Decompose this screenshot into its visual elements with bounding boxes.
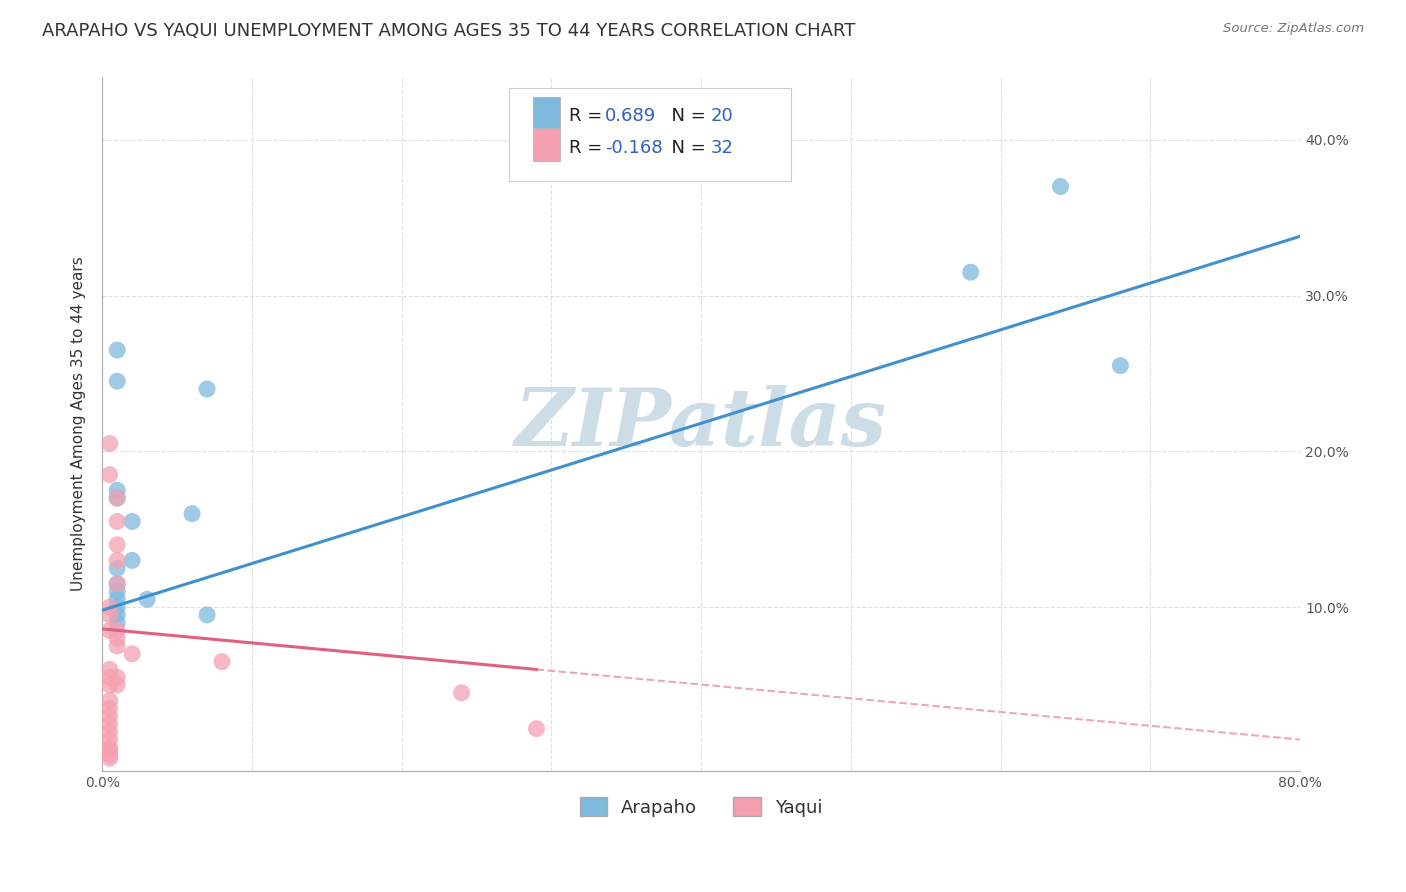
Point xyxy=(105,615,128,630)
Point xyxy=(136,592,159,607)
Point xyxy=(98,600,121,615)
FancyBboxPatch shape xyxy=(509,87,792,181)
Text: 32: 32 xyxy=(710,139,734,157)
Point xyxy=(121,553,143,567)
Point xyxy=(105,600,128,615)
Point xyxy=(98,607,121,622)
Text: R =: R = xyxy=(569,139,609,157)
Point xyxy=(195,607,218,622)
Text: N =: N = xyxy=(661,106,711,125)
Point xyxy=(105,576,128,591)
Text: N =: N = xyxy=(661,139,711,157)
Point xyxy=(105,592,128,607)
Point xyxy=(105,576,128,591)
Point xyxy=(98,678,121,692)
Point xyxy=(98,743,121,757)
Point xyxy=(105,639,128,653)
Point xyxy=(98,467,121,482)
Point xyxy=(98,740,121,755)
Point xyxy=(105,678,128,692)
Point xyxy=(98,732,121,747)
Point xyxy=(105,538,128,552)
Point xyxy=(98,701,121,715)
Text: 20: 20 xyxy=(710,106,734,125)
Point xyxy=(98,670,121,684)
Point xyxy=(105,515,128,529)
Point xyxy=(526,722,548,736)
Point xyxy=(1109,359,1132,373)
Point xyxy=(98,748,121,763)
Point xyxy=(105,343,128,357)
Text: ZIPatlas: ZIPatlas xyxy=(515,385,887,463)
Point xyxy=(121,515,143,529)
Point xyxy=(105,561,128,575)
Point xyxy=(98,724,121,739)
Point xyxy=(98,717,121,731)
Text: 0.689: 0.689 xyxy=(606,106,657,125)
Point xyxy=(1049,179,1071,194)
Text: R =: R = xyxy=(569,106,609,125)
Point xyxy=(105,624,128,638)
Point xyxy=(105,632,128,646)
Y-axis label: Unemployment Among Ages 35 to 44 years: Unemployment Among Ages 35 to 44 years xyxy=(72,257,86,591)
Point xyxy=(105,584,128,599)
Text: Source: ZipAtlas.com: Source: ZipAtlas.com xyxy=(1223,22,1364,36)
Point xyxy=(105,607,128,622)
Point xyxy=(195,382,218,396)
Point xyxy=(98,751,121,765)
Point xyxy=(98,436,121,450)
Point xyxy=(105,553,128,567)
Point xyxy=(450,686,472,700)
Point xyxy=(105,483,128,498)
FancyBboxPatch shape xyxy=(533,129,560,161)
Point xyxy=(211,655,233,669)
Point xyxy=(98,693,121,707)
Point xyxy=(105,374,128,388)
Point xyxy=(98,624,121,638)
Point xyxy=(121,647,143,661)
Point xyxy=(181,507,204,521)
Point xyxy=(105,670,128,684)
FancyBboxPatch shape xyxy=(533,97,560,128)
Point xyxy=(105,491,128,505)
Point xyxy=(105,491,128,505)
Legend: Arapaho, Yaqui: Arapaho, Yaqui xyxy=(572,790,830,824)
Point xyxy=(98,662,121,676)
Text: -0.168: -0.168 xyxy=(606,139,664,157)
Point xyxy=(98,709,121,723)
Text: ARAPAHO VS YAQUI UNEMPLOYMENT AMONG AGES 35 TO 44 YEARS CORRELATION CHART: ARAPAHO VS YAQUI UNEMPLOYMENT AMONG AGES… xyxy=(42,22,856,40)
Point xyxy=(959,265,981,279)
